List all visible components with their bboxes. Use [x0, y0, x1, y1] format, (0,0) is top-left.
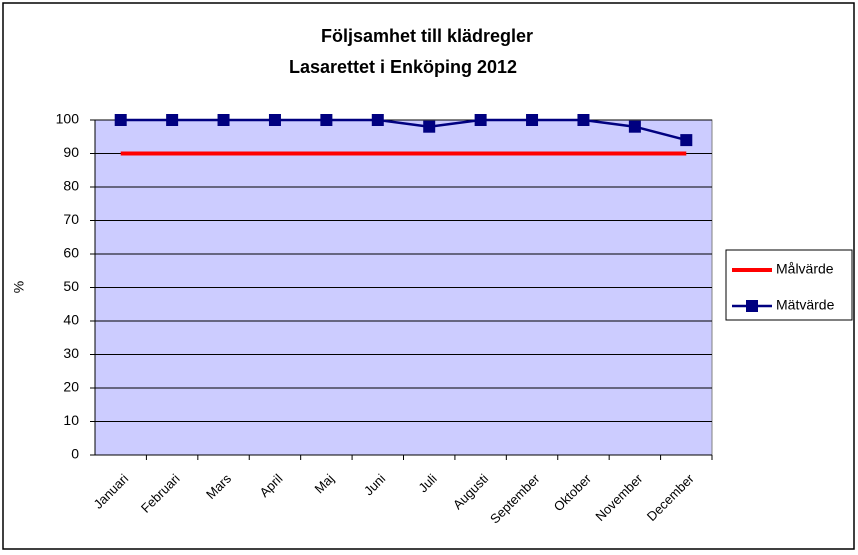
series-marker — [268, 114, 281, 126]
chart-subtitle: Lasarettet i Enköping 2012 — [289, 57, 517, 77]
y-tick-label: 50 — [63, 278, 79, 294]
series-marker — [577, 114, 590, 126]
series-marker — [526, 114, 539, 126]
chart-title: Följsamhet till klädregler — [321, 26, 533, 46]
y-tick-label: 30 — [63, 345, 79, 361]
legend-label: Målvärde — [776, 261, 834, 277]
y-tick-label: 80 — [63, 178, 79, 194]
y-tick-label: 40 — [63, 312, 79, 328]
y-tick-label: 10 — [63, 412, 79, 428]
legend-marker — [746, 300, 758, 312]
series-marker — [371, 114, 384, 126]
y-axis-label: % — [11, 281, 27, 293]
series-marker — [474, 114, 487, 126]
legend-label: Mätvärde — [776, 297, 835, 313]
series-line — [120, 118, 687, 142]
y-tick-label: 70 — [63, 211, 79, 227]
series-marker — [320, 114, 333, 126]
series-marker — [423, 120, 436, 133]
series-marker — [114, 114, 127, 126]
series-marker — [166, 114, 179, 126]
y-tick-label: 100 — [56, 111, 80, 127]
series-marker — [680, 134, 693, 147]
y-tick-label: 90 — [63, 144, 79, 160]
series-marker — [217, 114, 230, 126]
y-tick-label: 0 — [71, 446, 79, 462]
y-tick-label: 20 — [63, 379, 79, 395]
series-marker — [628, 120, 641, 133]
y-tick-label: 60 — [63, 245, 79, 261]
